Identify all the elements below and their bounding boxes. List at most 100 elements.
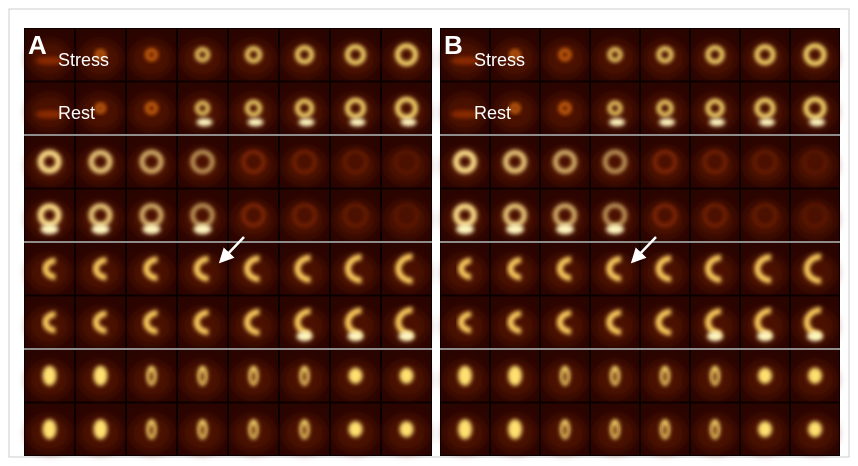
tile xyxy=(229,404,278,456)
blob-core xyxy=(613,424,617,436)
tile xyxy=(25,243,74,295)
tile xyxy=(541,404,589,456)
tile xyxy=(382,29,431,81)
panel-label: A xyxy=(28,30,47,60)
tile xyxy=(76,243,125,295)
tile xyxy=(280,190,329,242)
hot-spot xyxy=(807,331,823,341)
tile xyxy=(641,243,689,295)
tile xyxy=(229,297,278,349)
tissue-glow xyxy=(744,147,786,184)
tile xyxy=(229,190,278,242)
row-label: Rest xyxy=(58,103,95,123)
tile xyxy=(541,297,589,349)
row-label: Stress xyxy=(58,50,109,70)
hot-spot xyxy=(757,331,773,341)
tile xyxy=(441,190,489,242)
blob xyxy=(349,368,363,384)
tissue-glow xyxy=(232,40,275,77)
tile xyxy=(280,29,329,81)
hot-spot xyxy=(92,224,110,234)
tissue-glow xyxy=(334,147,377,184)
hot-spot xyxy=(297,331,313,341)
tile xyxy=(229,243,278,295)
blob xyxy=(808,421,822,437)
tile xyxy=(178,190,227,242)
blob xyxy=(400,368,414,384)
blob xyxy=(458,366,472,386)
tile xyxy=(541,83,589,135)
tile xyxy=(280,83,329,135)
blob xyxy=(508,366,522,386)
blob-core xyxy=(713,371,717,383)
tile xyxy=(791,350,839,402)
tile xyxy=(25,350,74,402)
tile xyxy=(127,350,176,402)
tile xyxy=(331,136,380,188)
tile xyxy=(491,243,539,295)
blob-core xyxy=(563,424,567,436)
tile xyxy=(491,297,539,349)
tile xyxy=(541,243,589,295)
tile xyxy=(76,297,125,349)
hot-spot xyxy=(606,224,624,234)
hot-spot xyxy=(401,118,417,126)
tile xyxy=(591,190,639,242)
blob xyxy=(43,419,57,439)
tile xyxy=(382,297,431,349)
tile xyxy=(741,243,789,295)
tile xyxy=(441,350,489,402)
tile xyxy=(25,136,74,188)
tile xyxy=(691,136,739,188)
hot-spot xyxy=(194,224,212,234)
tile xyxy=(691,297,739,349)
hot-spot xyxy=(506,224,524,234)
hot-spot xyxy=(299,118,315,126)
tile xyxy=(76,350,125,402)
tile xyxy=(691,190,739,242)
hot-spot xyxy=(399,331,415,341)
blob-core xyxy=(713,424,717,436)
tile xyxy=(591,29,639,81)
tile xyxy=(591,404,639,456)
blob-core xyxy=(252,424,256,436)
blob-core xyxy=(303,424,307,436)
tile xyxy=(791,404,839,456)
tissue-glow xyxy=(794,201,836,238)
tile xyxy=(691,29,739,81)
blob xyxy=(400,421,414,437)
blob-core xyxy=(150,424,154,436)
hot-spot xyxy=(456,224,474,234)
tile xyxy=(541,136,589,188)
tile xyxy=(691,83,739,135)
tile xyxy=(331,29,380,81)
tile xyxy=(741,83,789,135)
blob-core xyxy=(563,371,567,383)
tile xyxy=(127,297,176,349)
tile xyxy=(76,404,125,456)
blob-core xyxy=(303,371,307,383)
hot-spot xyxy=(350,118,366,126)
tile xyxy=(741,190,789,242)
blob xyxy=(508,419,522,439)
blob xyxy=(808,368,822,384)
tile xyxy=(691,243,739,295)
hot-spot xyxy=(41,224,59,234)
tile xyxy=(382,136,431,188)
blob xyxy=(758,421,772,437)
tissue-glow xyxy=(334,201,377,238)
tile xyxy=(331,190,380,242)
blob xyxy=(94,419,108,439)
tile xyxy=(641,29,689,81)
tile xyxy=(331,83,380,135)
tile xyxy=(591,297,639,349)
tile xyxy=(641,136,689,188)
hot-spot xyxy=(759,118,775,126)
tile xyxy=(25,297,74,349)
tile xyxy=(331,350,380,402)
panel-label: B xyxy=(444,30,463,60)
blob xyxy=(349,421,363,437)
tile xyxy=(331,243,380,295)
hot-spot xyxy=(143,224,161,234)
